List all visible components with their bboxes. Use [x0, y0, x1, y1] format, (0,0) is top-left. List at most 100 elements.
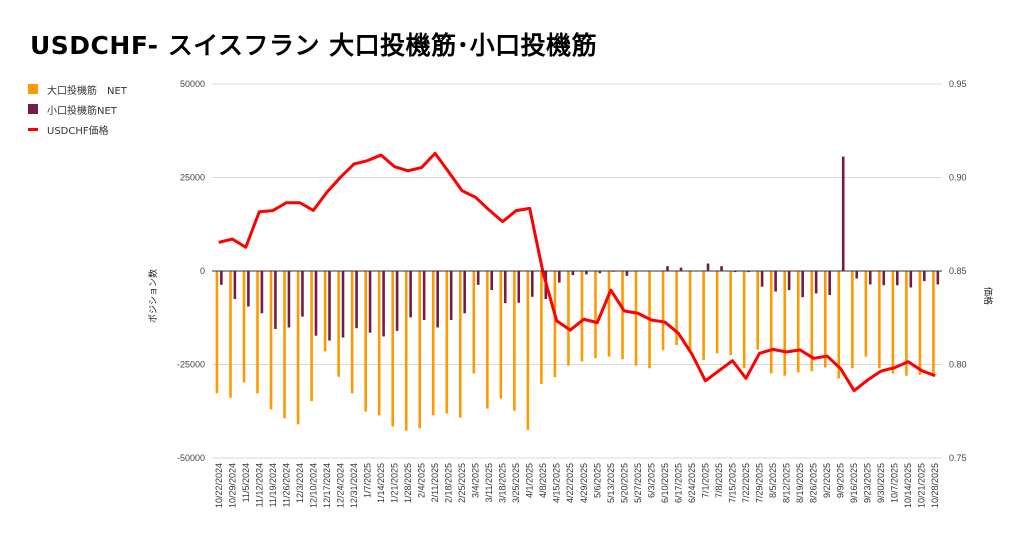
bar-large-speculators — [796, 271, 800, 373]
x-tick-label: 7/1/2025 — [700, 463, 710, 498]
x-tick-label: 12/31/2024 — [349, 463, 359, 508]
bar-small-speculators — [571, 271, 575, 276]
x-tick-label: 9/16/2025 — [849, 463, 859, 503]
bar-large-speculators — [905, 271, 908, 376]
bar-small-speculators — [287, 271, 291, 328]
bar-large-speculators — [486, 271, 489, 409]
bar-large-speculators — [458, 271, 462, 418]
x-tick-label: 5/6/2025 — [592, 463, 602, 498]
legend-swatch — [28, 84, 38, 94]
x-tick-label: 12/3/2024 — [295, 463, 305, 503]
legend-item-small-speculators: 小口投機筋NET — [28, 99, 127, 119]
x-tick-label: 2/4/2025 — [417, 463, 427, 498]
bar-small-speculators — [530, 271, 534, 297]
x-tick-label: 11/19/2024 — [268, 463, 278, 507]
x-tick-label: 8/19/2025 — [795, 463, 805, 503]
x-tick-label: 1/7/2025 — [362, 463, 372, 498]
x-tick-label: 6/10/2025 — [660, 463, 670, 503]
bar-large-speculators — [404, 271, 408, 431]
bar-small-speculators — [828, 271, 831, 295]
y-tick-label: -25000 — [177, 360, 205, 370]
x-tick-label: 7/15/2025 — [727, 463, 737, 503]
x-tick-label: 9/23/2025 — [863, 463, 873, 503]
x-tick-label: 5/20/2025 — [619, 463, 629, 503]
bar-large-speculators — [851, 271, 854, 369]
bar-small-speculators — [503, 271, 507, 304]
chart-title: USDCHF- スイスフラン 大口投機筋･小口投機筋 — [30, 31, 598, 60]
bar-large-speculators — [783, 271, 787, 376]
x-tick-label: 10/14/2025 — [903, 463, 913, 508]
y2-tick-label: 0.85 — [949, 266, 967, 276]
legend-item-price: USDCHF価格 — [28, 119, 127, 139]
bar-small-speculators — [382, 271, 385, 337]
x-tick-label: 6/17/2025 — [673, 463, 683, 503]
x-tick-label: 9/30/2025 — [876, 463, 886, 503]
price-line — [218, 151, 936, 393]
bar-large-speculators — [269, 271, 273, 410]
bar-small-speculators — [220, 271, 223, 285]
bar-small-speculators — [936, 271, 940, 285]
bar-large-speculators — [350, 271, 354, 394]
x-tick-label: 2/18/2025 — [444, 463, 454, 503]
x-tick-label: 6/3/2025 — [646, 463, 656, 498]
legend-label: USDCHF価格 — [47, 125, 109, 137]
bar-large-speculators — [580, 271, 584, 362]
bar-small-speculators — [855, 271, 859, 279]
bar-small-speculators — [733, 271, 737, 273]
bar-small-speculators — [760, 271, 764, 287]
bar-small-speculators — [787, 271, 791, 291]
bar-large-speculators — [715, 271, 719, 354]
bar-large-speculators — [810, 271, 814, 372]
bar-large-speculators — [391, 271, 394, 427]
bar-large-speculators — [688, 271, 692, 353]
bar-large-speculators — [377, 271, 381, 416]
bar-large-speculators — [418, 271, 422, 429]
bar-small-speculators — [409, 271, 412, 318]
x-tick-label: 3/4/2025 — [471, 463, 481, 498]
x-tick-label: 11/12/2024 — [254, 463, 264, 507]
bar-small-speculators — [882, 271, 886, 286]
bar-large-speculators — [594, 271, 597, 359]
x-tick-label: 6/24/2025 — [687, 463, 697, 503]
y-tick-label: 50000 — [180, 79, 205, 89]
bar-small-speculators — [449, 271, 453, 320]
bar-large-speculators — [499, 271, 503, 399]
legend: 大口投機筋 NET 小口投機筋NET USDCHF価格 — [28, 79, 127, 139]
bar-small-speculators — [801, 271, 804, 298]
bar-large-speculators — [837, 271, 841, 379]
bar-small-speculators — [328, 271, 331, 341]
x-tick-label: 5/27/2025 — [633, 463, 643, 503]
x-tick-label: 2/11/2025 — [430, 463, 440, 502]
x-tick-label: 9/2/2025 — [822, 463, 832, 498]
bar-large-speculators — [607, 271, 611, 357]
bar-large-speculators — [729, 271, 732, 356]
x-tick-label: 12/17/2024 — [322, 463, 332, 508]
x-tick-label: 10/7/2025 — [890, 463, 900, 503]
x-tick-label: 10/21/2025 — [917, 463, 927, 508]
x-tick-label: 10/22/2024 — [214, 463, 224, 508]
x-tick-label: 4/22/2025 — [565, 463, 575, 503]
bar-large-speculators — [932, 271, 935, 375]
x-tick-label: 8/5/2025 — [768, 463, 778, 498]
bar-small-speculators — [585, 271, 588, 275]
bar-small-speculators — [490, 271, 494, 291]
bar-large-speculators — [296, 271, 300, 425]
bar-small-speculators — [909, 271, 913, 288]
legend-item-large-speculators: 大口投機筋 NET — [28, 79, 127, 99]
bar-large-speculators — [526, 271, 530, 430]
x-tick-label: 4/1/2025 — [525, 463, 535, 498]
bar-small-speculators — [679, 267, 683, 271]
x-tick-label: 5/13/2025 — [606, 463, 616, 503]
bar-small-speculators — [247, 271, 250, 307]
bar-small-speculators — [274, 271, 277, 329]
bar-small-speculators — [476, 271, 480, 285]
bar-large-speculators — [229, 271, 232, 398]
legend-swatch — [28, 127, 38, 131]
x-tick-label: 3/25/2025 — [511, 463, 521, 503]
x-tick-label: 1/14/2025 — [376, 463, 386, 503]
bar-large-speculators — [567, 271, 570, 366]
bar-small-speculators — [923, 271, 926, 282]
y-tick-label: 0 — [200, 266, 205, 276]
